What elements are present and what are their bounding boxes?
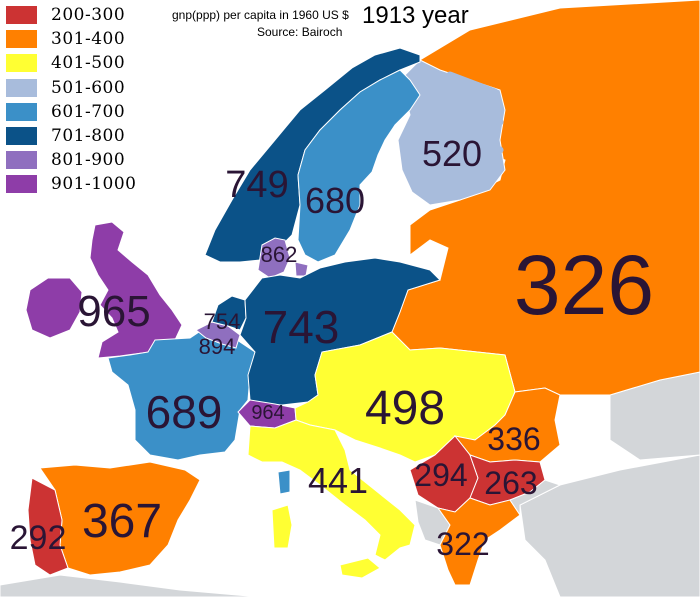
legend-swatch: [6, 127, 37, 146]
region-italy: [247, 419, 416, 561]
legend-item: 301-400: [6, 27, 166, 51]
legend-label: 601-700: [51, 101, 126, 122]
legend-item: 601-700: [6, 100, 166, 124]
legend-item: 200-300: [6, 3, 166, 27]
legend-label: 701-800: [51, 126, 126, 147]
label-norway: 749: [225, 164, 288, 206]
map-title: 1913 year: [362, 2, 469, 29]
map-subtitle: gnp(ppp) per capita in 1960 US $: [172, 8, 349, 22]
legend-swatch: [6, 54, 37, 73]
region-sicily: [339, 557, 381, 579]
region-corsica: [277, 469, 291, 495]
source-credit: Source: Bairoch: [257, 25, 343, 39]
legend-swatch: [6, 151, 37, 170]
legend-swatch: [6, 175, 37, 194]
region-sweden: [297, 69, 421, 263]
label-italy: 441: [308, 460, 368, 501]
label-france: 689: [146, 386, 223, 438]
label-uk: 965: [77, 287, 150, 336]
label-belgium: 894: [199, 334, 236, 359]
legend-item: 701-800: [6, 124, 166, 148]
region-ireland: [25, 277, 83, 339]
label-finland: 520: [422, 133, 482, 174]
label-netherlands: 754: [204, 309, 241, 334]
region-greece: [436, 497, 521, 586]
legend-label: 801-900: [51, 150, 126, 171]
legend-label: 200-300: [51, 5, 126, 26]
label-austria-hungary: 498: [365, 382, 445, 435]
region-denmark: [257, 237, 291, 279]
legend-swatch: [6, 102, 37, 121]
label-greece: 322: [436, 526, 489, 562]
region-portugal: [27, 477, 69, 576]
legend-label: 401-500: [51, 53, 126, 74]
label-sweden: 680: [305, 180, 365, 221]
north-africa: [0, 574, 261, 597]
legend-item: 901-1000: [6, 172, 166, 196]
legend-swatch: [6, 78, 37, 97]
legend-item: 801-900: [6, 148, 166, 172]
legend-swatch: [6, 6, 37, 25]
label-switzerland: 964: [251, 402, 284, 424]
label-spain: 367: [82, 495, 162, 548]
finland-hatching: [414, 71, 504, 199]
legend-item: 401-500: [6, 51, 166, 75]
legend-swatch: [6, 30, 37, 49]
region-ottoman-europe: [509, 479, 562, 517]
label-germany: 743: [263, 301, 340, 353]
label-romania: 336: [487, 421, 540, 457]
legend-label: 301-400: [51, 29, 126, 50]
label-portugal: 292: [10, 519, 67, 557]
legend-label: 501-600: [51, 77, 126, 98]
label-bulgaria: 263: [484, 465, 537, 501]
legend-label: 901-1000: [51, 174, 137, 195]
region-sardinia: [271, 504, 293, 549]
legend-item: 501-600: [6, 76, 166, 100]
label-denmark: 862: [261, 242, 298, 267]
label-serbia: 294: [414, 457, 467, 493]
label-russia: 326: [514, 238, 654, 332]
legend: 200-300 301-400 401-500 501-600 601-700 …: [6, 3, 166, 197]
turkey: [519, 454, 700, 597]
